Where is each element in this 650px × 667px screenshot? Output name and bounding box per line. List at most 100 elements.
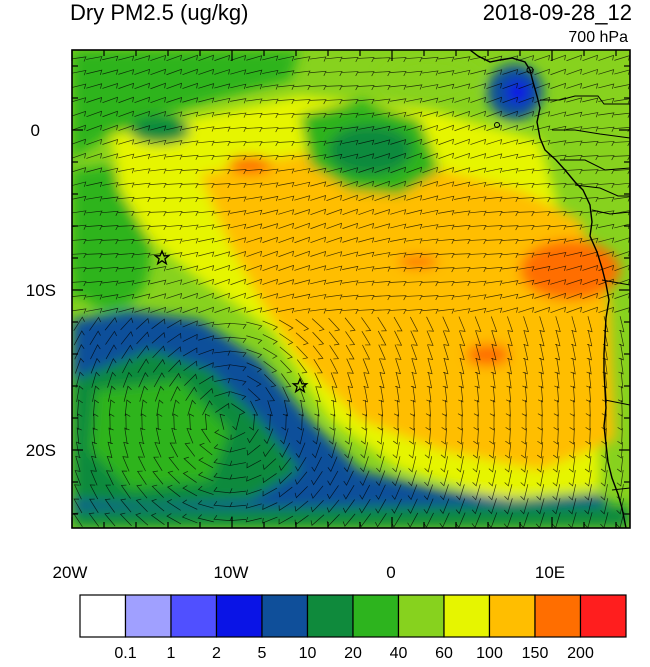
wind-barb: [554, 372, 560, 389]
wind-barb: [405, 295, 423, 301]
wind-barb: [550, 154, 567, 160]
wind-barb: [72, 281, 87, 287]
wind-barb: [518, 139, 535, 146]
wind-barb: [166, 292, 183, 299]
wind-barb: [486, 280, 503, 286]
wind-barb: [472, 484, 481, 501]
station-marker-star: [153, 249, 171, 266]
wind-barb: [182, 485, 198, 497]
wind-barb: [502, 266, 519, 272]
wind-barb: [486, 196, 503, 202]
wind-barb: [219, 413, 225, 430]
wind-barb: [214, 306, 231, 313]
wind-barb: [106, 456, 114, 472]
wind-barb: [405, 267, 423, 273]
wind-barb: [72, 110, 87, 117]
wind-barb: [330, 372, 338, 388]
wind-barb: [550, 224, 567, 230]
wind-barb: [410, 372, 417, 389]
wind-barb: [187, 399, 196, 416]
wind-barb: [550, 111, 567, 117]
wind-barb: [552, 456, 560, 473]
wind-barb: [454, 56, 471, 62]
wind-barb: [102, 294, 119, 300]
wind-barb: [278, 515, 294, 525]
wind-barb: [134, 279, 151, 286]
wind-barb: [262, 334, 278, 345]
wind-barb: [502, 293, 519, 300]
wind-barb: [214, 69, 231, 75]
wind-barb: [106, 358, 117, 374]
wind-barb: [157, 413, 163, 431]
wind-barb: [281, 373, 292, 388]
colorbar-swatch: [397, 594, 445, 638]
wind-barb: [394, 344, 402, 360]
axis-ticks: [71, 50, 630, 528]
wind-barb: [407, 512, 419, 528]
wind-barb: [581, 169, 599, 175]
wind-barb: [134, 96, 150, 104]
wind-barb: [262, 223, 279, 229]
wind-barb: [539, 330, 545, 347]
wind-barb: [166, 54, 182, 61]
wind-barb: [108, 427, 114, 444]
wind-barb: [182, 279, 199, 285]
wind-barb: [166, 513, 182, 525]
colorbar-swatch: [443, 594, 491, 638]
wind-barb: [77, 413, 83, 431]
wind-barb: [521, 427, 527, 445]
wind-barb: [278, 472, 292, 485]
wind-barb: [325, 113, 343, 119]
wind-barb: [469, 267, 487, 273]
wind-barb: [310, 236, 326, 244]
wind-barb: [72, 253, 87, 259]
wind-barb: [294, 70, 311, 76]
wind-barb: [118, 153, 135, 159]
wind-barb: [167, 346, 182, 358]
wind-barb: [330, 400, 336, 417]
wind-barb: [117, 211, 135, 217]
wind-barb: [407, 498, 418, 514]
wind-barb: [150, 238, 167, 244]
wind-barb: [454, 152, 471, 159]
wind-barb: [407, 470, 417, 487]
wind-barb: [566, 83, 583, 89]
wind-barb: [586, 358, 592, 375]
wind-barb: [197, 471, 214, 482]
wind-barb: [133, 225, 151, 231]
wind-barb: [278, 319, 294, 331]
wind-barb: [454, 196, 471, 202]
wind-barb: [261, 141, 279, 147]
wind-barb: [229, 322, 247, 329]
wind-barb: [518, 168, 535, 174]
wind-barb: [358, 266, 375, 272]
wind-barb: [406, 238, 423, 244]
wind-barb: [314, 400, 320, 417]
wind-barb: [549, 211, 567, 217]
wind-barb: [199, 387, 214, 400]
wind-barb: [550, 54, 566, 62]
wind-barb: [390, 209, 407, 215]
wind-barb: [149, 225, 167, 231]
wind-barb: [358, 180, 374, 188]
wind-barb: [534, 168, 551, 174]
wind-barb: [422, 308, 439, 314]
wind-barb: [278, 457, 292, 471]
wind-barb: [582, 265, 599, 271]
wind-barb: [455, 484, 465, 501]
wind-barb: [598, 264, 615, 271]
wind-barb: [409, 413, 415, 431]
wind-barb: [118, 196, 135, 202]
wind-barb: [183, 456, 197, 470]
wind-barb: [326, 56, 343, 62]
wind-barb: [213, 322, 231, 328]
wind-barb: [425, 427, 431, 445]
wind-barb: [536, 484, 545, 501]
wind-barb: [262, 195, 279, 202]
wind-barb: [438, 166, 455, 173]
wind-barb: [422, 238, 439, 244]
wind-barb: [262, 98, 279, 104]
wind-barb: [326, 222, 342, 230]
wind-barb: [150, 68, 166, 76]
wind-barb: [123, 385, 132, 402]
